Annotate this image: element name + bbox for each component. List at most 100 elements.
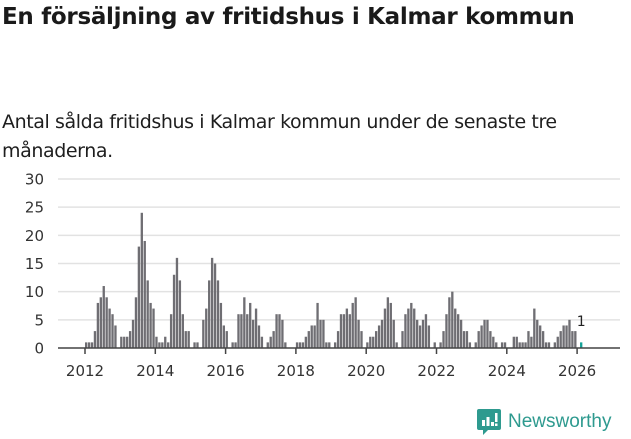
bar	[216, 280, 220, 348]
bar	[404, 314, 407, 348]
y-tick-label: 30	[25, 171, 44, 189]
newsworthy-logo[interactable]: Newsworthy	[476, 408, 611, 436]
bar	[354, 297, 357, 348]
bar	[571, 331, 574, 348]
bar	[316, 302, 319, 348]
bar	[231, 342, 234, 348]
bar	[413, 308, 416, 348]
bar	[377, 325, 381, 348]
bar-chart: 0 5 10 15 20 25 30 2012 2014 2016 2018 2020 2022 202…	[25, 171, 620, 380]
bar	[401, 331, 404, 348]
bar	[208, 280, 211, 348]
bar	[155, 336, 158, 348]
bar	[527, 331, 530, 348]
bar	[366, 342, 369, 348]
bar	[134, 297, 138, 348]
bar	[304, 336, 308, 348]
x-axis: 2012 2014 2016 2018 2020 2022 2024 2026	[58, 347, 620, 380]
newsworthy-logo-icon	[477, 409, 501, 435]
y-tick-label: 5	[34, 311, 44, 329]
bars	[85, 212, 583, 348]
bar	[310, 325, 313, 348]
bar	[322, 319, 325, 348]
y-tick-label: 25	[25, 199, 44, 217]
bar	[562, 325, 565, 348]
bar	[442, 331, 445, 348]
bar	[319, 319, 322, 348]
bar	[357, 319, 360, 348]
bar	[339, 314, 343, 348]
x-tick-label: 2012	[66, 362, 104, 380]
bar	[386, 297, 390, 348]
bar	[372, 336, 375, 348]
x-tick-label: 2022	[417, 362, 455, 380]
x-tick-label: 2014	[136, 362, 174, 380]
y-tick-label: 20	[25, 227, 44, 245]
bar	[336, 331, 340, 348]
bar	[539, 325, 542, 348]
bar	[424, 314, 428, 348]
bar	[451, 291, 454, 348]
bar	[269, 336, 272, 348]
bar	[313, 325, 316, 348]
bar	[486, 319, 489, 348]
x-tick-label: 2016	[207, 362, 245, 380]
bar	[530, 336, 533, 348]
bar	[351, 302, 354, 348]
bar	[90, 342, 94, 348]
x-tick-label: 2018	[277, 362, 315, 380]
bar	[278, 314, 281, 348]
annotation-label: 1	[577, 314, 586, 330]
bar	[553, 342, 556, 348]
bar	[483, 319, 486, 348]
y-axis-labels: 0 5 10 15 20 25 30	[25, 171, 44, 358]
bar	[325, 342, 328, 348]
bar	[448, 297, 451, 348]
bar	[281, 319, 284, 348]
bar	[418, 325, 422, 348]
bar	[333, 342, 337, 348]
bar	[260, 336, 264, 348]
bar	[345, 308, 349, 348]
bar	[427, 325, 431, 348]
bar	[126, 336, 129, 348]
bar	[249, 302, 252, 348]
y-tick-label: 10	[25, 283, 44, 301]
bar	[184, 331, 187, 348]
bar	[254, 308, 258, 348]
bar	[105, 297, 108, 348]
bar	[433, 342, 436, 348]
bar	[445, 314, 448, 348]
bar	[172, 274, 176, 348]
bar	[96, 302, 100, 348]
x-tick-label: 2024	[488, 362, 526, 380]
bar	[175, 257, 179, 348]
bar	[348, 314, 351, 348]
bar	[360, 331, 363, 348]
x-tick-label: 2026	[558, 362, 596, 380]
bar	[574, 331, 577, 348]
bar	[131, 319, 135, 348]
bar	[219, 302, 223, 348]
bar	[167, 342, 170, 348]
x-tick-label: 2020	[347, 362, 385, 380]
bar	[301, 342, 305, 348]
bar	[457, 314, 460, 348]
bar	[257, 325, 261, 348]
bar	[99, 297, 102, 348]
newsworthy-logo-text: Newsworthy	[508, 411, 612, 432]
bar	[205, 308, 208, 348]
bar	[222, 325, 225, 348]
bar	[120, 336, 123, 348]
bar	[547, 342, 551, 348]
bar	[275, 314, 278, 348]
bar	[123, 336, 126, 348]
bar	[295, 342, 299, 348]
bar	[272, 331, 275, 348]
bar	[369, 336, 372, 348]
bar	[556, 336, 559, 348]
bar	[251, 319, 255, 348]
bar	[515, 336, 518, 348]
bar	[102, 286, 105, 348]
bar	[161, 342, 164, 348]
